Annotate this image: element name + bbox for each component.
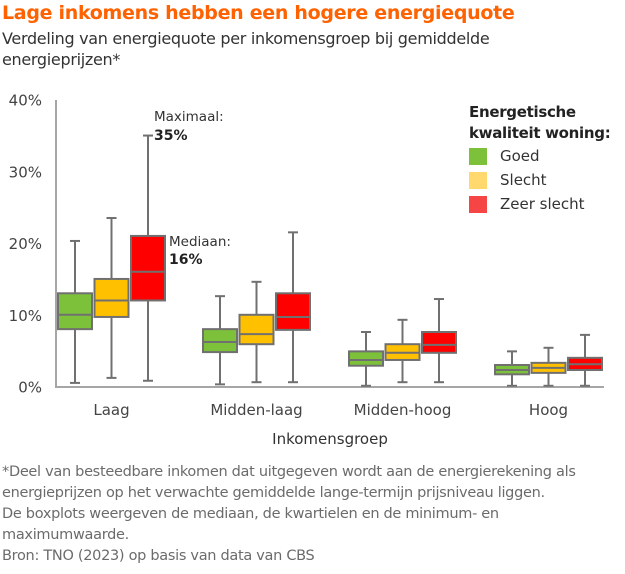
- boxplot: [275, 231, 311, 384]
- box-group: [202, 231, 311, 386]
- boxplot: [530, 346, 567, 387]
- box-groups: [57, 134, 603, 387]
- footnote-source: Bron: TNO (2023) op basis van data van C…: [2, 548, 315, 564]
- footnote-line: De boxplots weergeven de mediaan, de kwa…: [2, 506, 499, 522]
- x-tick-label: Hoog: [529, 401, 568, 419]
- boxplot-chart: 0% 10% 20% 30% 40% Laag Midden-laag Midden-hoo…: [9, 92, 604, 448]
- annotation-max-value: 35%: [154, 128, 188, 144]
- box-iqr: [275, 292, 311, 331]
- box-iqr: [421, 331, 457, 354]
- legend-title: Energetische kwaliteit woning:: [469, 103, 611, 142]
- x-tick-label: Laag: [93, 401, 129, 419]
- legend-label: Goed: [500, 147, 540, 165]
- footnote: *Deel van besteedbare inkomen dat uitgeg…: [2, 462, 622, 567]
- x-axis-ticks: Laag Midden-laag Midden-hoog Hoog: [93, 401, 568, 419]
- box-iqr: [238, 313, 275, 346]
- boxplot: [567, 333, 603, 387]
- box-iqr: [93, 277, 130, 318]
- annotation-max-label: Maximaal:: [154, 109, 224, 125]
- legend-swatch: [469, 147, 487, 165]
- boxplot: [348, 331, 384, 387]
- box-group: [57, 134, 166, 384]
- legend-item: Slecht: [469, 168, 619, 192]
- x-tick-label: Midden-hoog: [354, 401, 452, 419]
- legend-item: Goed: [469, 144, 619, 168]
- legend-label: Slecht: [500, 171, 547, 189]
- annotation-median-label: Mediaan:: [169, 234, 231, 250]
- chart-title: Lage inkomens hebben een hogere energieq…: [2, 2, 515, 24]
- legend-swatch: [469, 171, 487, 189]
- footnote-line: *Deel van besteedbare inkomen dat uitgeg…: [2, 464, 576, 480]
- chart-subtitle: Verdeling van energiequote per inkomensg…: [2, 29, 490, 69]
- footnote-line: energieprijzen op het verwachte gemiddel…: [2, 485, 545, 501]
- boxplot: [93, 217, 130, 379]
- legend: Energetische kwaliteit woning: Goed Slech…: [469, 102, 619, 216]
- boxplot: [130, 134, 166, 382]
- legend-items: Goed Slecht Zeer slecht: [469, 144, 619, 216]
- boxplot: [421, 298, 457, 384]
- boxplot: [202, 295, 238, 386]
- x-tick-label: Midden-laag: [210, 401, 302, 419]
- footnote-line: maximumwaarde.: [2, 527, 129, 543]
- boxplot: [238, 280, 275, 384]
- box-iqr: [57, 292, 93, 331]
- legend-swatch: [469, 195, 487, 213]
- y-tick-label: 0%: [18, 379, 42, 397]
- y-tick-label: 10%: [9, 307, 42, 325]
- boxplot: [57, 239, 93, 384]
- y-tick-label: 40%: [9, 92, 42, 110]
- boxplot: [384, 318, 421, 384]
- box-iqr: [348, 350, 384, 367]
- y-tick-label: 30%: [9, 163, 42, 181]
- box-group: [494, 333, 603, 387]
- annotation-median-value: 16%: [169, 252, 203, 268]
- boxplot: [494, 350, 530, 387]
- box-iqr: [130, 234, 166, 302]
- x-axis-title: Inkomensgroep: [272, 430, 388, 448]
- box-iqr: [202, 328, 238, 354]
- y-tick-label: 20%: [9, 235, 42, 253]
- y-axis-ticks: 0% 10% 20% 30% 40%: [9, 92, 42, 397]
- legend-label: Zeer slecht: [500, 195, 585, 213]
- legend-item: Zeer slecht: [469, 192, 619, 216]
- box-group: [348, 298, 457, 387]
